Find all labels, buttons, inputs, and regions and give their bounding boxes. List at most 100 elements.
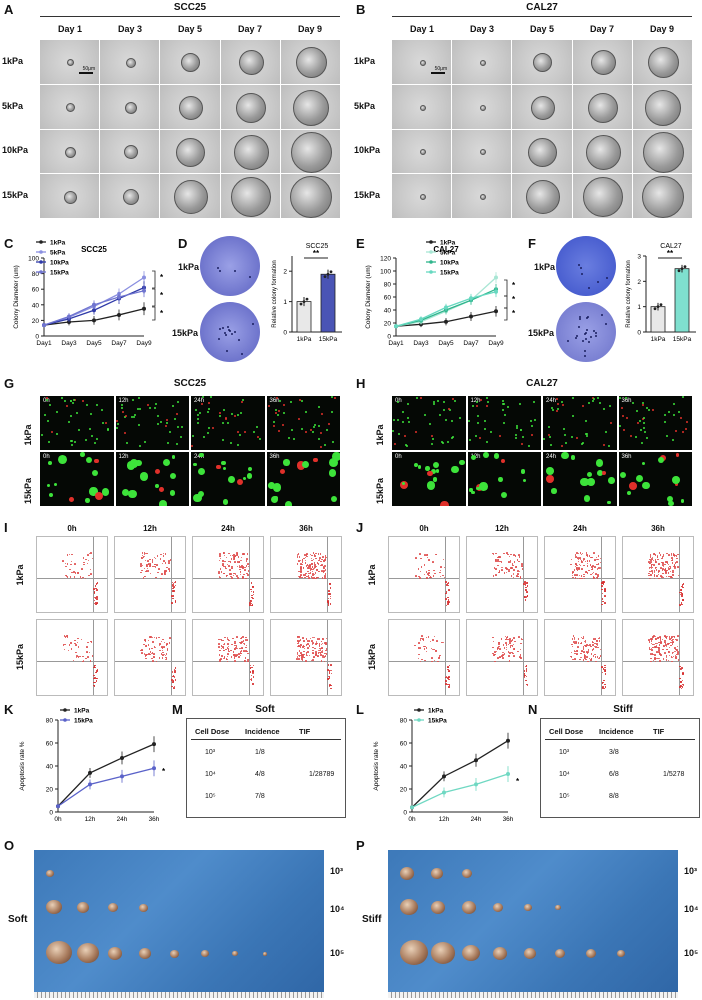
live-cell (243, 476, 247, 480)
legend-label: 1kPa (428, 708, 444, 715)
dead-cell (556, 403, 559, 406)
flow-plot (192, 536, 264, 613)
colony-dot (578, 326, 581, 329)
event-dot (307, 570, 309, 573)
fluorescence-image: 0h (392, 452, 466, 506)
event-dot (653, 564, 655, 566)
event-dot (654, 660, 657, 663)
event-dot (677, 566, 679, 568)
event-dot (162, 552, 165, 555)
event-dot (575, 653, 578, 656)
significance-star: * (512, 281, 516, 290)
event-dot (498, 645, 500, 648)
event-dot (173, 685, 176, 688)
chart-title: CAL27 (433, 245, 459, 254)
event-dot (311, 554, 313, 557)
y-tick-label: 120 (380, 256, 391, 263)
event-dot (525, 668, 528, 670)
event-dot (147, 570, 150, 572)
event-dot (591, 568, 594, 570)
event-dot (159, 558, 162, 560)
event-dot (315, 640, 318, 643)
live-cell (138, 407, 141, 410)
event-dot (425, 650, 428, 653)
event-dot (325, 648, 328, 650)
event-dot (648, 567, 651, 570)
event-dot (229, 554, 232, 557)
event-dot (675, 638, 677, 641)
live-cell (432, 461, 439, 468)
event-dot (152, 640, 154, 643)
event-dot (519, 654, 522, 656)
event-dot (94, 597, 97, 599)
event-dot (156, 564, 158, 566)
live-cell (202, 435, 205, 438)
event-dot (673, 554, 675, 557)
event-dot (312, 552, 315, 554)
event-dot (162, 638, 164, 641)
event-dot (235, 655, 237, 657)
event-dot (682, 684, 685, 687)
dead-cell (281, 424, 284, 427)
event-dot (650, 647, 653, 650)
fluorescence-image: 0h (40, 396, 114, 450)
live-cell (69, 399, 72, 402)
time-label: 12h (118, 398, 129, 404)
event-dot (596, 567, 599, 570)
event-dot (665, 636, 667, 638)
flow-plot (270, 536, 342, 613)
legend-label: 1kPa (50, 240, 66, 247)
event-dot (324, 569, 327, 571)
event-dot (578, 567, 580, 569)
event-dot (518, 636, 520, 638)
event-dot (240, 556, 242, 559)
event-dot (300, 652, 302, 654)
event-dot (594, 660, 597, 663)
quadrant-line (37, 578, 107, 580)
event-dot (492, 636, 494, 639)
colony-dot (589, 336, 592, 339)
dead-cell (313, 457, 318, 463)
event-dot (143, 553, 146, 555)
event-dot (674, 647, 676, 649)
livedead-left-title: SCC25 (173, 378, 207, 389)
event-dot (251, 666, 253, 669)
live-cell (459, 417, 462, 420)
event-dot (603, 679, 605, 682)
quadrant-line (115, 661, 185, 663)
event-dot (675, 657, 678, 660)
event-dot (151, 647, 153, 649)
event-dot (159, 649, 161, 652)
dead-cell (642, 403, 645, 406)
live-cell (484, 428, 487, 431)
live-cell (46, 483, 50, 487)
event-dot (578, 574, 581, 577)
event-dot (658, 649, 660, 651)
live-cell (73, 399, 76, 402)
event-dot (672, 641, 674, 643)
event-dot (148, 648, 151, 650)
event-dot (328, 685, 331, 688)
event-dot (517, 575, 520, 578)
dead-cell (394, 442, 397, 445)
live-cell (658, 456, 665, 463)
livedead-right-title: CAL27 (526, 378, 558, 389)
event-dot (305, 638, 308, 640)
event-dot (648, 574, 650, 577)
event-dot (250, 602, 253, 605)
live-cell (483, 420, 486, 423)
event-dot (67, 649, 70, 652)
event-dot (445, 581, 447, 583)
event-dot (303, 554, 306, 556)
event-dot (517, 570, 519, 572)
event-dot (674, 657, 677, 659)
event-dot (315, 552, 317, 555)
event-dot (448, 664, 451, 667)
event-dot (88, 552, 91, 555)
dead-cell (244, 430, 247, 433)
event-dot (225, 567, 227, 570)
event-dot (247, 660, 249, 662)
event-dot (252, 591, 255, 593)
event-dot (657, 571, 660, 573)
